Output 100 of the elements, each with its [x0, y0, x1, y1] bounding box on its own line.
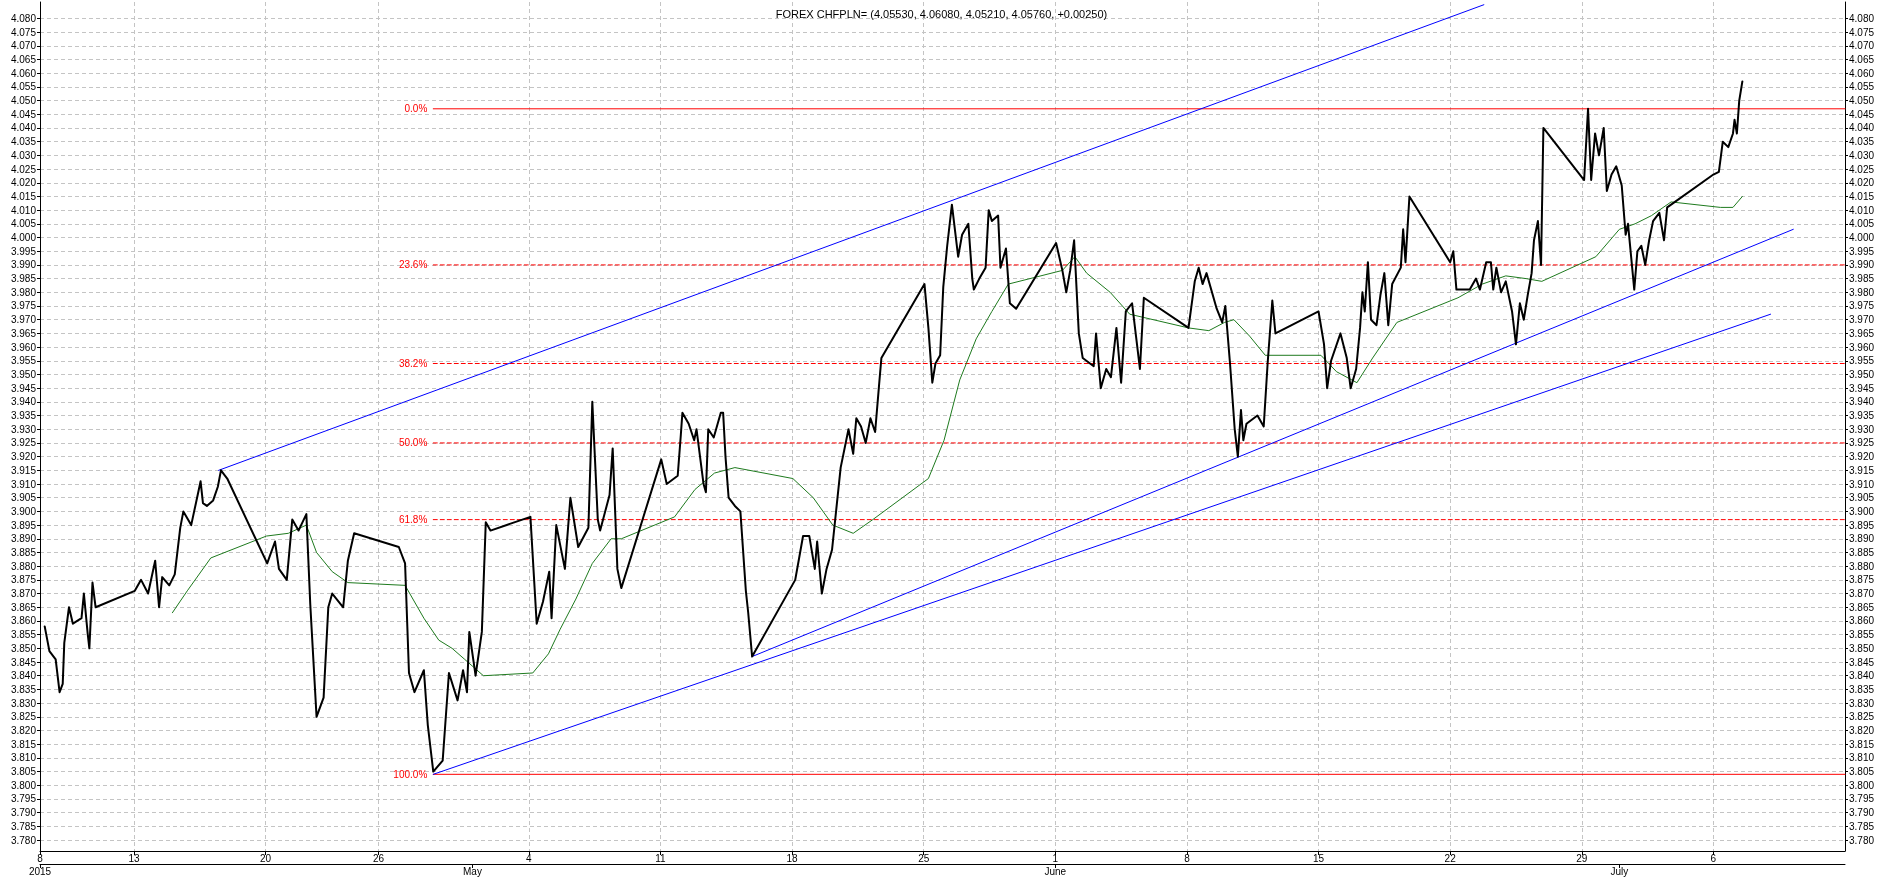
- y-tick-label: 3.980: [10, 286, 37, 298]
- y-tick-label: 3.840: [10, 670, 37, 682]
- y2-tick-label: 4.080: [1849, 12, 1875, 24]
- y-tick-label: 3.995: [10, 245, 37, 257]
- y2-tick-label: 3.825: [1849, 711, 1875, 723]
- y2-tick-label: 4.075: [1849, 26, 1875, 38]
- y2-tick-label: 3.810: [1849, 752, 1875, 764]
- x-tick-label: 29: [1576, 852, 1588, 864]
- x2-tick-label: July: [1610, 865, 1629, 877]
- y2-tick-label: 3.965: [1849, 327, 1875, 339]
- y2-tick-label: 4.065: [1849, 54, 1875, 66]
- y2-tick-label: 3.910: [1849, 478, 1875, 490]
- y-tick-label: 3.900: [10, 505, 37, 517]
- y2-tick-label: 4.045: [1849, 108, 1875, 120]
- y-tick-label: 4.045: [10, 108, 37, 120]
- y-tick-label: 3.875: [10, 574, 37, 586]
- y2-tick-label: 3.875: [1849, 574, 1875, 586]
- y2-tick-label: 3.880: [1849, 560, 1875, 572]
- x2-tick-label: 2015: [28, 865, 52, 877]
- y-tick-label: 3.835: [10, 683, 37, 695]
- y-tick-label: 3.990: [10, 259, 37, 271]
- y2-tick-label: 4.060: [1849, 67, 1875, 79]
- y2-tick-label: 3.930: [1849, 423, 1875, 435]
- y-tick-label: 4.010: [10, 204, 37, 216]
- y-tick-label: 3.970: [10, 314, 37, 326]
- y-tick-label: 4.015: [10, 190, 37, 202]
- y2-tick-label: 3.885: [1849, 546, 1875, 558]
- y-tick-label: 3.915: [10, 464, 37, 476]
- annotation: 50.0%: [398, 437, 428, 449]
- y-tick-label: 3.780: [10, 834, 37, 846]
- y-tick-label: 3.960: [10, 341, 37, 353]
- y2-tick-label: 3.995: [1849, 245, 1875, 257]
- x-tick-label: 15: [1312, 852, 1325, 864]
- y2-tick-label: 3.890: [1849, 533, 1875, 545]
- y-tick-label: 3.845: [10, 656, 37, 668]
- y2-tick-label: 3.980: [1849, 286, 1875, 298]
- annotation: 38.2%: [398, 358, 428, 370]
- y2-tick-label: 4.035: [1849, 136, 1875, 148]
- y-tick-label: 3.965: [10, 327, 37, 339]
- y2-tick-label: 3.945: [1849, 382, 1875, 394]
- y-tick-label: 3.815: [10, 738, 37, 750]
- y2-tick-label: 3.950: [1849, 368, 1875, 380]
- x-tick-label: 13: [128, 852, 141, 864]
- y2-tick-label: 3.915: [1849, 464, 1875, 476]
- y-tick-label: 3.985: [10, 273, 37, 285]
- x-tick-label: 25: [918, 852, 930, 864]
- y-tick-label: 3.830: [10, 697, 37, 709]
- y-tick-label: 3.940: [10, 396, 37, 408]
- y2-tick-label: 4.055: [1849, 81, 1875, 93]
- y-tick-label: 3.930: [10, 423, 37, 435]
- y2-tick-label: 4.005: [1849, 218, 1875, 230]
- y2-tick-label: 3.870: [1849, 588, 1875, 600]
- x-tick-label: 18: [786, 852, 799, 864]
- y-tick-label: 4.080: [10, 12, 37, 24]
- y-tick-label: 4.035: [10, 136, 37, 148]
- y2-tick-label: 4.010: [1849, 204, 1875, 216]
- y2-tick-label: 4.070: [1849, 40, 1875, 52]
- y2-tick-label: 3.905: [1849, 492, 1875, 504]
- y-tick-label: 4.020: [10, 177, 37, 189]
- y-tick-label: 4.060: [10, 67, 37, 79]
- y2-tick-label: 3.805: [1849, 766, 1875, 778]
- y2-tick-label: 3.975: [1849, 300, 1875, 312]
- y-tick-label: 4.070: [10, 40, 37, 52]
- y2-tick-label: 4.000: [1849, 232, 1875, 244]
- y-tick-label: 3.810: [10, 752, 37, 764]
- y2-tick-label: 3.985: [1849, 273, 1875, 285]
- y-tick-label: 3.860: [10, 615, 37, 627]
- line-series: [171, 195, 1743, 677]
- y-tick-label: 3.880: [10, 560, 37, 572]
- y2-tick-label: 3.800: [1849, 779, 1875, 791]
- y2-tick-label: 3.970: [1849, 314, 1875, 326]
- y2-tick-label: 3.835: [1849, 683, 1875, 695]
- x2-tick-label: June: [1044, 865, 1067, 877]
- y-tick-label: 3.975: [10, 300, 37, 312]
- y2-tick-label: 3.790: [1849, 807, 1875, 819]
- y-tick-label: 3.865: [10, 601, 37, 613]
- y-tick-label: 4.075: [10, 26, 37, 38]
- y2-tick-label: 3.920: [1849, 451, 1875, 463]
- y-tick-label: 3.890: [10, 533, 37, 545]
- y-tick-label: 3.870: [10, 588, 37, 600]
- y-tick-label: 4.000: [10, 232, 37, 244]
- y-tick-label: 3.820: [10, 725, 37, 736]
- y2-tick-label: 3.960: [1849, 341, 1875, 353]
- x2-tick-label: May: [462, 865, 482, 877]
- y-tick-label: 3.935: [10, 410, 37, 422]
- y2-tick-label: 3.895: [1849, 519, 1875, 531]
- x-tick-label: 26: [372, 852, 385, 864]
- annotation: 61.8%: [398, 514, 428, 526]
- y2-tick-label: 3.795: [1849, 793, 1875, 805]
- y2-tick-label: 3.845: [1849, 656, 1875, 668]
- y-tick-label: 3.885: [10, 546, 37, 558]
- y-tick-label: 3.950: [10, 368, 37, 380]
- y-tick-label: 3.795: [10, 793, 37, 805]
- y2-tick-label: 3.850: [1849, 642, 1875, 654]
- y-tick-label: 4.055: [10, 81, 37, 93]
- y-tick-label: 3.945: [10, 382, 37, 394]
- y2-tick-label: 4.040: [1849, 122, 1875, 134]
- y-tick-label: 3.920: [10, 451, 37, 463]
- y-tick-label: 3.825: [10, 711, 37, 723]
- y-tick-label: 3.790: [10, 807, 37, 819]
